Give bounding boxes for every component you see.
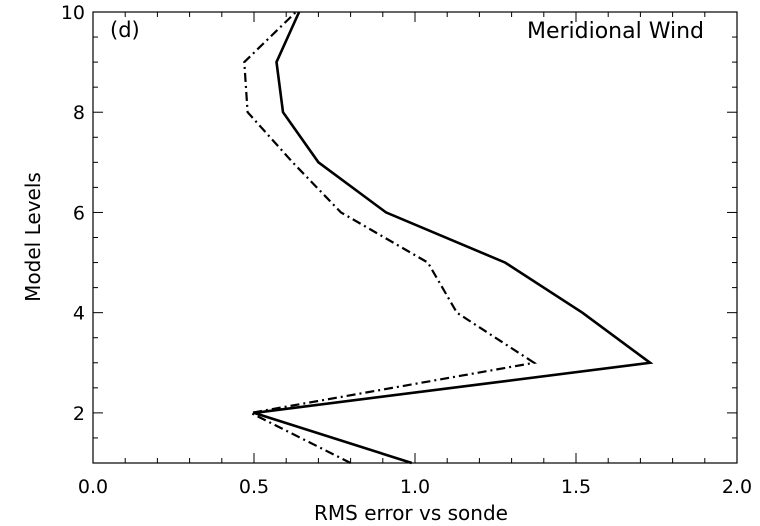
x-axis-label: RMS error vs sonde [314,501,508,525]
chart-title: Meridional Wind [527,19,704,44]
y-tick-label: 8 [73,102,85,124]
y-tick-label: 2 [73,403,85,425]
x-tick-label: 0.5 [239,476,269,498]
series-line-solid [253,11,654,465]
tick-labels: 0.0 0.5 1.0 1.5 2.0 2 4 6 8 10 [61,2,752,498]
axis-ticks [92,11,738,464]
x-tick-label: 2.0 [722,476,752,498]
series-line-dashdot [243,11,538,464]
plot-frame [92,11,738,464]
y-axis-label: Model Levels [21,172,45,302]
x-tick-label: 1.5 [561,476,591,498]
y-tick-label: 10 [61,2,85,24]
x-tick-label: 0.0 [78,476,108,498]
y-tick-label: 6 [73,202,85,224]
panel-label: (d) [110,18,140,42]
series-layer [243,11,654,465]
y-tick-label: 4 [73,303,85,325]
x-tick-label: 1.0 [400,476,430,498]
